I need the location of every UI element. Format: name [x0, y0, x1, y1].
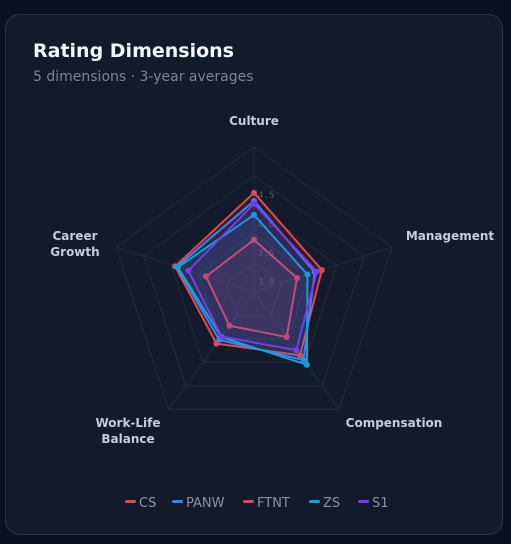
radar-point: [218, 333, 225, 340]
radar-point: [251, 200, 257, 207]
chart-title: Rating Dimensions: [33, 40, 234, 62]
legend-label: FTNT: [257, 496, 290, 511]
axis-label: Compensation: [346, 416, 443, 430]
series: [203, 236, 301, 341]
radar-area: [205, 238, 299, 339]
radar-area: [187, 202, 318, 352]
grid-ring: [115, 146, 393, 410]
legend-label: ZS: [323, 496, 340, 511]
radar-point: [283, 334, 290, 341]
axis-label: Career Growth: [50, 229, 99, 259]
radar-point: [203, 273, 210, 280]
radar-point: [251, 189, 257, 196]
grid-ring: [170, 204, 338, 363]
radar-point: [293, 347, 300, 354]
r-tick-label: 4.5: [258, 191, 274, 201]
radar-point: [185, 267, 192, 274]
legend-label: CS: [139, 496, 156, 511]
axis-label: Work-Life Balance: [95, 416, 160, 446]
legend-swatch: [125, 500, 136, 503]
r-tick-label: 3.5: [258, 249, 274, 259]
radar-point: [313, 268, 320, 275]
spoke: [115, 246, 255, 293]
chart-subtitle: 5 dimensions · 3-year averages: [33, 69, 254, 85]
grid-ring: [143, 175, 365, 387]
legend-label: S1: [372, 496, 389, 511]
radar-area: [176, 213, 309, 366]
radar-point: [300, 357, 307, 364]
radar-point: [294, 275, 301, 282]
grid-ring: [225, 262, 283, 316]
r-tick-label: 4.0: [258, 220, 274, 230]
radar-point: [304, 271, 311, 278]
radar-point: [226, 322, 233, 329]
radar-point: [174, 264, 181, 271]
r-tick-label: 3.0: [258, 278, 274, 288]
radar-point: [318, 266, 325, 273]
radar-point: [303, 361, 310, 368]
legend-swatch: [309, 500, 320, 503]
spoke: [168, 291, 255, 410]
axis-label: Management: [406, 229, 495, 243]
legend-swatch: [172, 500, 183, 503]
radar-point: [251, 211, 257, 218]
radar-point: [297, 352, 304, 359]
legend-swatch: [358, 500, 369, 503]
radar-point: [251, 236, 257, 243]
series: [185, 200, 320, 354]
legend-swatch: [243, 500, 254, 503]
legend-label: PANW: [186, 496, 225, 511]
axis-label: Culture: [229, 114, 279, 128]
